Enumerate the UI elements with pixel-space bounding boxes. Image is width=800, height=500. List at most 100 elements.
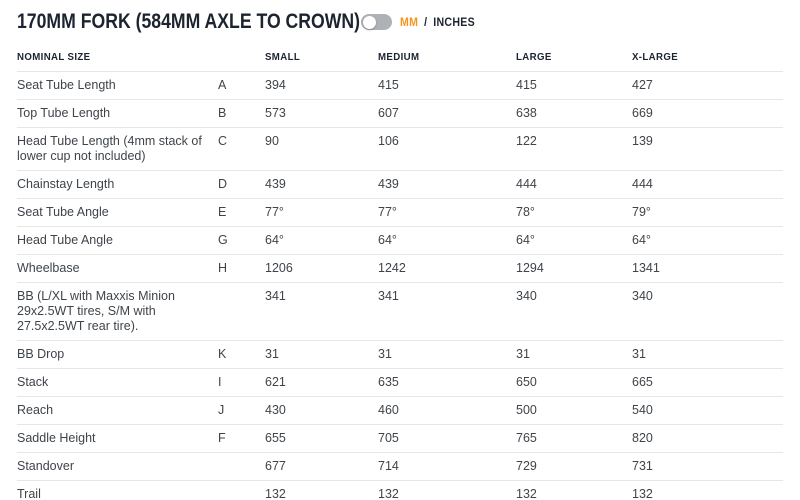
unit-toggle-group: MM / INCHES	[361, 13, 481, 31]
row-value-large: 765	[516, 431, 537, 445]
row-value-large: 638	[516, 106, 537, 120]
table-row: Wheelbase H 1206 1242 1294 1341	[17, 255, 783, 283]
table-row: BB (L/XL with Maxxis Minion 29x2.5WT tir…	[17, 283, 783, 341]
column-header-medium: MEDIUM	[378, 51, 420, 63]
row-value-large: 31	[516, 347, 530, 361]
table-row: Head Tube Angle G 64° 64° 64° 64°	[17, 227, 783, 255]
row-value-medium: 31	[378, 347, 392, 361]
table-row: Stack I 621 635 650 665	[17, 369, 783, 397]
row-value-small: 655	[265, 431, 286, 445]
row-label: Seat Tube Angle	[17, 205, 109, 219]
row-value-large: 78°	[516, 205, 535, 219]
row-letter: E	[218, 205, 227, 219]
column-header-small: SMALL	[265, 51, 301, 63]
row-value-large: 1294	[516, 261, 544, 275]
row-value-large: 132	[516, 487, 537, 500]
row-value-medium: 460	[378, 403, 399, 417]
row-value-small: 31	[265, 347, 279, 361]
row-value-medium: 714	[378, 459, 399, 473]
table-row: Saddle Height F 655 705 765 820	[17, 425, 783, 453]
row-value-xlarge: 340	[632, 289, 653, 303]
unit-inches-label[interactable]: INCHES	[433, 17, 475, 29]
row-value-xlarge: 1341	[632, 261, 660, 275]
row-label: Standover	[17, 459, 74, 473]
column-header-letter	[218, 51, 265, 63]
table-row: Seat Tube Length A 394 415 415 427	[17, 72, 783, 100]
row-value-xlarge: 540	[632, 403, 653, 417]
unit-labels: MM / INCHES	[400, 13, 475, 31]
row-label: Trail	[17, 487, 41, 500]
table-row: Seat Tube Angle E 77° 77° 78° 79°	[17, 199, 783, 227]
table-body: Seat Tube Length A 394 415 415 427 Top T…	[17, 72, 783, 500]
row-value-xlarge: 139	[632, 134, 653, 148]
row-value-small: 90	[265, 134, 279, 148]
row-label: BB (L/XL with Maxxis Minion 29x2.5WT tir…	[17, 289, 175, 333]
unit-toggle-switch[interactable]	[361, 14, 392, 30]
row-letter: G	[218, 233, 228, 247]
row-value-medium: 705	[378, 431, 399, 445]
row-value-small: 430	[265, 403, 286, 417]
column-header-nominal-size: NOMINAL SIZE	[17, 51, 91, 63]
row-value-small: 394	[265, 78, 286, 92]
row-value-large: 64°	[516, 233, 535, 247]
row-value-xlarge: 731	[632, 459, 653, 473]
row-value-medium: 64°	[378, 233, 397, 247]
page-title: 170MM FORK (584MM AXLE TO CROWN)	[17, 10, 361, 33]
table-header-row: NOMINAL SIZE SMALL MEDIUM LARGE X-LARGE	[17, 46, 783, 72]
row-value-small: 1206	[265, 261, 293, 275]
row-value-xlarge: 132	[632, 487, 653, 500]
row-label: Stack	[17, 375, 49, 389]
row-value-medium: 635	[378, 375, 399, 389]
table-row: Head Tube Length (4mm stack of lower cup…	[17, 128, 783, 171]
row-letter: B	[218, 106, 227, 120]
row-value-small: 341	[265, 289, 286, 303]
row-value-large: 500	[516, 403, 537, 417]
row-value-medium: 607	[378, 106, 399, 120]
page-header: 170MM FORK (584MM AXLE TO CROWN) MM / IN…	[17, 9, 783, 35]
row-value-large: 444	[516, 177, 537, 191]
unit-separator: /	[424, 17, 428, 29]
row-value-medium: 77°	[378, 205, 397, 219]
row-value-small: 677	[265, 459, 286, 473]
row-value-xlarge: 427	[632, 78, 653, 92]
row-label: Wheelbase	[17, 261, 80, 275]
row-value-medium: 341	[378, 289, 399, 303]
row-label: Seat Tube Length	[17, 78, 116, 92]
row-value-xlarge: 665	[632, 375, 653, 389]
row-value-medium: 415	[378, 78, 399, 92]
row-value-small: 573	[265, 106, 286, 120]
table-row: Standover 677 714 729 731	[17, 453, 783, 481]
row-letter: C	[218, 134, 228, 148]
row-value-large: 729	[516, 459, 537, 473]
table-row: BB Drop K 31 31 31 31	[17, 341, 783, 369]
row-label: Head Tube Angle	[17, 233, 113, 247]
row-letter: I	[218, 375, 222, 389]
row-value-small: 132	[265, 487, 286, 500]
row-value-medium: 132	[378, 487, 399, 500]
row-value-large: 340	[516, 289, 537, 303]
row-value-xlarge: 79°	[632, 205, 651, 219]
table-row: Top Tube Length B 573 607 638 669	[17, 100, 783, 128]
table-row: Trail 132 132 132 132	[17, 481, 783, 500]
row-letter: A	[218, 78, 227, 92]
row-value-medium: 106	[378, 134, 399, 148]
row-label: Reach	[17, 403, 54, 417]
row-value-small: 77°	[265, 205, 284, 219]
row-letter: J	[218, 403, 225, 417]
row-value-large: 650	[516, 375, 537, 389]
row-value-xlarge: 444	[632, 177, 653, 191]
row-value-xlarge: 669	[632, 106, 653, 120]
column-header-xlarge: X-LARGE	[632, 51, 679, 63]
column-header-large: LARGE	[516, 51, 552, 63]
row-value-large: 122	[516, 134, 537, 148]
toggle-knob[interactable]	[362, 15, 376, 29]
row-letter: D	[218, 177, 228, 191]
unit-mm-label[interactable]: MM	[400, 17, 419, 29]
row-label: BB Drop	[17, 347, 65, 361]
row-value-medium: 439	[378, 177, 399, 191]
row-label: Head Tube Length (4mm stack of lower cup…	[17, 134, 202, 163]
row-value-small: 439	[265, 177, 286, 191]
row-letter: K	[218, 347, 227, 361]
table-row: Chainstay Length D 439 439 444 444	[17, 171, 783, 199]
